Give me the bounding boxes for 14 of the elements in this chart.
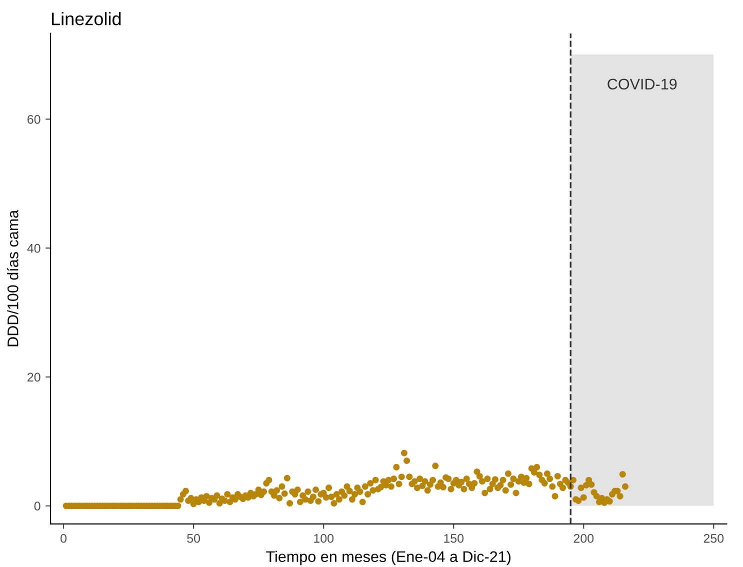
x-tick-label: 150	[444, 534, 464, 543]
y-tick-label: 0	[34, 502, 40, 511]
x-axis-title: Tiempo en meses (Ene-04 a Dic-21)	[266, 550, 510, 566]
x-tick-label: 250	[704, 534, 724, 543]
y-tick-label: 60	[28, 114, 40, 124]
y-tick-label: 40	[27, 244, 40, 253]
band-label: COVID-19	[608, 78, 677, 90]
y-tick-label: 20	[28, 372, 40, 382]
x-tick-label: 50	[187, 534, 200, 543]
y-axis-title: DDD/100 días cama	[6, 210, 18, 346]
chart-title: Linezolid	[52, 12, 121, 26]
x-tick-label: 200	[574, 534, 594, 543]
x-tick-label: 100	[314, 534, 334, 543]
x-tick-label: 0	[60, 534, 67, 543]
